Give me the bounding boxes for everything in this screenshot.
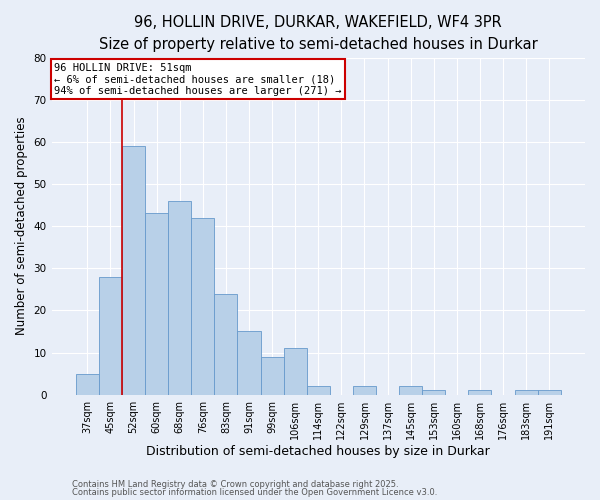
Text: Contains HM Land Registry data © Crown copyright and database right 2025.: Contains HM Land Registry data © Crown c… (72, 480, 398, 489)
X-axis label: Distribution of semi-detached houses by size in Durkar: Distribution of semi-detached houses by … (146, 444, 490, 458)
Bar (469, 390, 491, 394)
Bar (284, 348, 307, 395)
Bar (515, 390, 538, 394)
Bar (307, 386, 330, 394)
Bar (422, 390, 445, 394)
Text: Contains public sector information licensed under the Open Government Licence v3: Contains public sector information licen… (72, 488, 437, 497)
Bar (122, 146, 145, 394)
Bar (399, 386, 422, 394)
Bar (538, 390, 561, 394)
Bar (353, 386, 376, 394)
Bar (168, 201, 191, 394)
Text: 96 HOLLIN DRIVE: 51sqm
← 6% of semi-detached houses are smaller (18)
94% of semi: 96 HOLLIN DRIVE: 51sqm ← 6% of semi-deta… (54, 62, 342, 96)
Bar (238, 332, 260, 394)
Bar (145, 214, 168, 394)
Bar (99, 276, 122, 394)
Bar (260, 357, 284, 395)
Bar (191, 218, 214, 394)
Bar (76, 374, 99, 394)
Bar (214, 294, 238, 394)
Y-axis label: Number of semi-detached properties: Number of semi-detached properties (15, 117, 28, 336)
Title: 96, HOLLIN DRIVE, DURKAR, WAKEFIELD, WF4 3PR
Size of property relative to semi-d: 96, HOLLIN DRIVE, DURKAR, WAKEFIELD, WF4… (99, 15, 538, 52)
